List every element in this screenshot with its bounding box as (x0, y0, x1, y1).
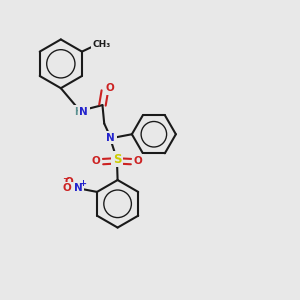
Text: CH₃: CH₃ (92, 40, 111, 49)
Text: +: + (79, 179, 86, 188)
Text: S: S (113, 153, 121, 166)
Text: N: N (106, 133, 115, 143)
Text: H: H (74, 107, 82, 117)
Text: O: O (62, 183, 71, 193)
Text: O: O (105, 83, 114, 93)
Text: O: O (134, 156, 142, 166)
Text: O: O (92, 156, 100, 166)
Text: −: − (62, 174, 69, 183)
Text: N: N (79, 107, 88, 117)
Text: N: N (74, 183, 82, 193)
Text: O: O (65, 177, 74, 188)
